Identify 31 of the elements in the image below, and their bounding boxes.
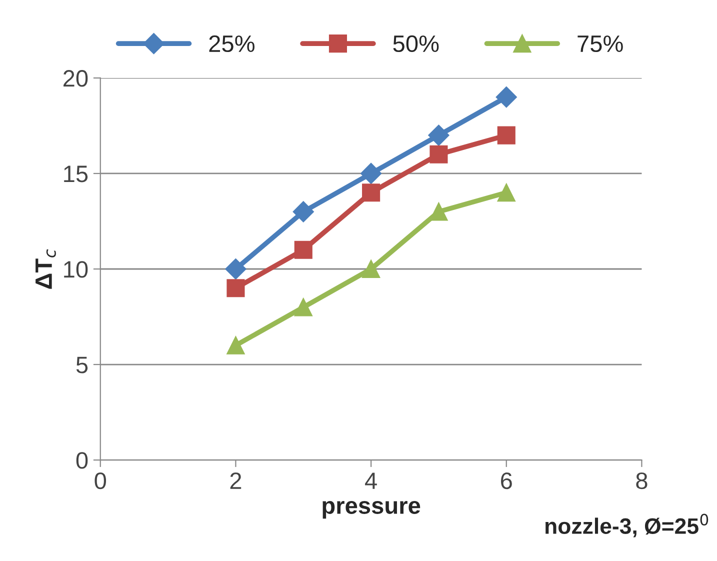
y-tick-label: 15 xyxy=(64,166,88,182)
point xyxy=(292,201,314,222)
text: nozzle-3, Ø=25$^{0}$ xyxy=(546,514,708,538)
point xyxy=(226,279,245,298)
legend-label: 50% xyxy=(393,35,439,52)
x-tick-label: 0 xyxy=(94,472,106,490)
x-axis-title: pressure xyxy=(322,500,420,519)
x-tick-label: 2 xyxy=(230,472,242,489)
point xyxy=(226,336,245,354)
y-tick-label: 5 xyxy=(76,356,88,374)
point xyxy=(360,162,382,184)
point xyxy=(496,86,517,108)
point xyxy=(294,298,312,316)
point xyxy=(362,184,380,202)
point xyxy=(430,145,448,164)
point xyxy=(362,260,380,278)
legend-label: 75% xyxy=(578,35,623,52)
point xyxy=(294,240,312,259)
point xyxy=(225,258,246,280)
y-tick-label: 20 xyxy=(64,70,88,87)
point xyxy=(497,126,516,144)
x-tick-label: 6 xyxy=(501,472,512,490)
x-tick-label: 8 xyxy=(636,472,648,490)
point xyxy=(497,184,516,202)
point xyxy=(428,124,450,146)
y-tick-label: 0 xyxy=(76,452,88,469)
x-tick-label: 4 xyxy=(365,472,377,489)
legend-label: 25% xyxy=(209,35,254,52)
y-axis-title: ΔT$_{c}$ xyxy=(36,249,56,289)
y-tick-label: 10 xyxy=(64,261,88,278)
point xyxy=(430,202,448,221)
